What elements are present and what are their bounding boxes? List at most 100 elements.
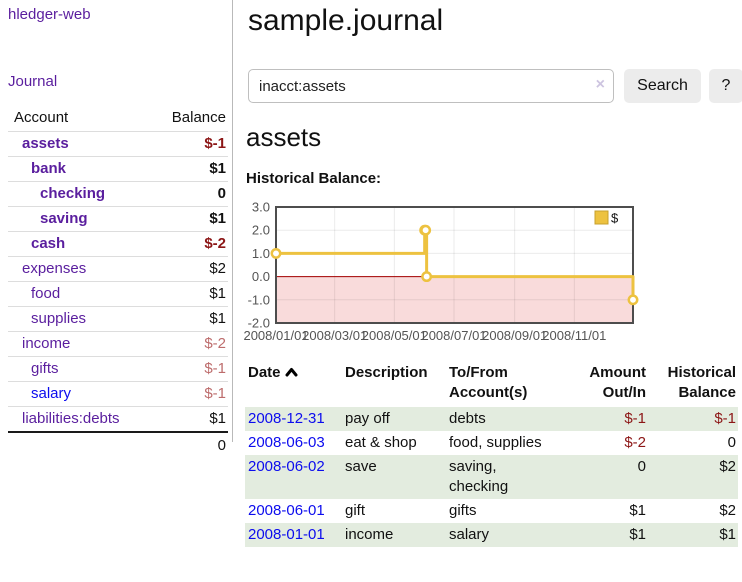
svg-text:2.0: 2.0	[252, 223, 270, 238]
accounts-table: Account Balance assets $-1 bank $1 checking 0…	[8, 106, 228, 459]
sidebar-account-link-liabilities-debts[interactable]: liabilities:debts	[22, 410, 120, 427]
register-row: 2008-06-03 eat & shop food, supplies $-2 0	[245, 431, 738, 455]
search-form: × Search ?	[248, 69, 742, 103]
sidebar-account-balance: $1	[150, 206, 228, 232]
register-row: 2008-06-02 save saving, checking 0 $2	[245, 455, 738, 499]
register-rows: 2008-12-31 pay off debts $-1 $-1 2008-06-03 ea…	[245, 407, 738, 547]
sidebar-account-link-salary[interactable]: salary	[31, 385, 72, 402]
sidebar-account-row: assets $-1	[8, 131, 228, 157]
svg-text:-2.0: -2.0	[248, 316, 270, 331]
sidebar-account-row: income $-2	[8, 331, 228, 357]
register-cell-amount: $-1	[558, 407, 648, 431]
sidebar-account-balance: $-1	[150, 381, 228, 407]
sidebar-account-balance: $-1	[150, 131, 228, 157]
sidebar-account-row: liabilities:debts $1	[8, 406, 228, 432]
register-cell-amount: $1	[558, 523, 648, 547]
sidebar-account-link-saving[interactable]: saving	[40, 210, 88, 227]
sidebar-account-link-expenses[interactable]: expenses	[22, 260, 87, 277]
sidebar-account-balance: $-2	[150, 331, 228, 357]
accounts-total-row: 0	[8, 431, 228, 459]
register-row: 2008-12-31 pay off debts $-1 $-1	[245, 407, 738, 431]
accounts-col-balance: Balance	[171, 109, 226, 126]
sidebar-account-row: expenses $2	[8, 256, 228, 282]
register-cell-description: income	[342, 523, 446, 547]
accounts-total-value: 0	[150, 431, 228, 459]
transaction-date-link[interactable]: 2008-06-03	[248, 434, 325, 451]
register-cell-balance: 0	[727, 434, 736, 451]
sidebar-account-balance: $-1	[150, 356, 228, 382]
register-col-description: Description	[345, 364, 428, 381]
svg-text:2008/01/01: 2008/01/01	[243, 328, 308, 343]
sidebar-account-link-gifts[interactable]: gifts	[31, 360, 59, 377]
accounts-header-row: Account Balance	[8, 106, 228, 132]
register-cell-balance: $-1	[648, 407, 738, 431]
svg-text:0.0: 0.0	[252, 269, 270, 284]
search-button[interactable]: Search	[624, 69, 701, 103]
sidebar-account-row: bank $1	[8, 156, 228, 182]
nav-journal-link[interactable]: Journal	[8, 73, 58, 90]
register-cell-balance: $1	[648, 523, 738, 547]
sidebar-account-balance: $1	[150, 406, 228, 432]
sidebar-account-link-assets[interactable]: assets	[22, 135, 69, 152]
sidebar-account-link-income[interactable]: income	[22, 335, 71, 352]
sidebar-account-balance: $2	[150, 256, 228, 282]
sidebar-account-row: supplies $1	[8, 306, 228, 332]
sidebar-account-link-cash[interactable]: cash	[31, 235, 66, 252]
accounts-list: assets $-1 bank $1 checking 0 saving $1 cash $-2 e…	[8, 131, 228, 432]
register-row: 2008-01-01 income salary $1 $1	[245, 523, 738, 547]
help-button[interactable]: ?	[709, 69, 742, 103]
sidebar-account-balance: $1	[150, 306, 228, 332]
svg-text:-1.0: -1.0	[248, 292, 270, 307]
svg-text:2008/09/01: 2008/09/01	[482, 328, 547, 343]
register-cell-description: eat & shop	[345, 434, 417, 451]
register-col-balance: Historical Balance	[667, 364, 736, 401]
sidebar-account-row: cash $-2	[8, 231, 228, 257]
register-table: Date Description To/From Account(s) Amou…	[245, 361, 738, 547]
search-box: ×	[248, 69, 614, 103]
svg-text:2008/07/01: 2008/07/01	[421, 328, 486, 343]
register-cell-accounts: saving, checking	[446, 455, 558, 499]
svg-text:2008/03/01: 2008/03/01	[302, 328, 367, 343]
register-row: 2008-06-01 gift gifts $1 $2	[245, 499, 738, 523]
search-input[interactable]	[248, 69, 614, 103]
register-cell-date: 2008-12-31	[245, 407, 342, 431]
register-cell-accounts: gifts	[449, 502, 477, 519]
brand-link[interactable]: hledger-web	[8, 6, 91, 23]
sidebar-account-link-bank[interactable]: bank	[31, 160, 67, 177]
register-cell-date: 2008-01-01	[245, 523, 342, 547]
sidebar-account-row: saving $1	[8, 206, 228, 232]
svg-text:2008/05/01: 2008/05/01	[362, 328, 427, 343]
register-cell-amount: $1	[629, 502, 646, 519]
sidebar-account-row: gifts $-1	[8, 356, 228, 382]
svg-text:2008/11/01: 2008/11/01	[542, 328, 606, 343]
page-title: sample.journal	[248, 4, 444, 37]
sidebar-account-row: food $1	[8, 281, 228, 307]
sidebar-account-link-food[interactable]: food	[31, 285, 61, 302]
transaction-date-link[interactable]: 2008-06-01	[248, 502, 325, 519]
main-content: sample.journal × Search ? assets Histori…	[243, 0, 742, 547]
sidebar-account-balance: $1	[150, 156, 228, 182]
accounts-total-spacer	[8, 431, 151, 459]
accounts-col-account: Account	[14, 109, 69, 126]
register-cell-balance: $2	[648, 455, 738, 499]
register-col-date[interactable]: Date	[245, 361, 342, 407]
svg-text:1.0: 1.0	[252, 246, 270, 261]
transaction-date-link[interactable]: 2008-12-31	[248, 410, 325, 427]
register-cell-description: save	[342, 455, 446, 499]
register-cell-accounts: debts	[446, 407, 558, 431]
sidebar: hledger-web Journal Account Balance asse…	[0, 0, 233, 459]
register-header-row: Date Description To/From Account(s) Amou…	[245, 361, 738, 407]
clear-search-icon[interactable]: ×	[595, 76, 605, 93]
sidebar-account-link-supplies[interactable]: supplies	[31, 310, 87, 327]
sidebar-account-link-checking[interactable]: checking	[40, 185, 106, 202]
register-cell-amount: $-2	[624, 434, 646, 451]
register-cell-balance: $2	[719, 502, 736, 519]
transaction-date-link[interactable]: 2008-06-02	[248, 458, 325, 475]
register-cell-date: 2008-06-02	[245, 455, 342, 499]
register-cell-description: pay off	[342, 407, 446, 431]
chart-title: Historical Balance:	[246, 170, 382, 187]
register-cell-accounts: food, supplies	[449, 434, 542, 451]
sort-ascending-icon	[285, 363, 298, 383]
register-cell-amount: 0	[558, 455, 648, 499]
transaction-date-link[interactable]: 2008-01-01	[248, 526, 325, 543]
